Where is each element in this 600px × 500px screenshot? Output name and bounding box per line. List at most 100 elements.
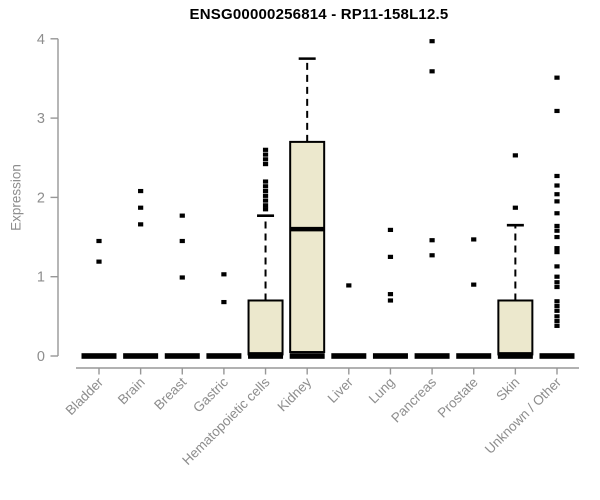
- outlier-point: [429, 69, 435, 74]
- box-prostate: [456, 237, 492, 359]
- outlier-point: [387, 254, 394, 259]
- outlier-point: [387, 227, 394, 233]
- outlier-point: [554, 280, 560, 285]
- zero-bar: [372, 353, 408, 359]
- outlier-point: [262, 147, 269, 152]
- y-axis: 0 1 2 3 4: [37, 32, 59, 365]
- zero-bar: [81, 353, 117, 359]
- outlier-point: [429, 238, 435, 243]
- box-gastric: [206, 272, 242, 359]
- outlier-point: [554, 323, 560, 328]
- zero-bar: [123, 353, 159, 359]
- outlier-point: [138, 188, 144, 194]
- outlier-point: [429, 39, 435, 44]
- outlier-point: [262, 184, 269, 189]
- outlier-point: [262, 161, 269, 167]
- x-tick-label-bladder: Bladder: [63, 374, 107, 418]
- outlier-point: [554, 250, 560, 255]
- zero-bar: [414, 353, 450, 359]
- y-tick-label: 4: [37, 32, 45, 48]
- x-tick-label-unknown-other: Unknown / Other: [482, 374, 565, 457]
- zero-bar: [289, 353, 325, 359]
- outlier-point: [262, 198, 269, 203]
- zero-bar: [539, 353, 575, 359]
- outlier-point: [262, 207, 269, 212]
- outlier-point: [138, 205, 144, 210]
- y-tick-label: 1: [37, 270, 45, 286]
- outlier-point: [554, 223, 560, 229]
- chart-title: ENSG00000256814 - RP11-158L12.5: [189, 6, 449, 23]
- zero-bar: [456, 353, 492, 359]
- outlier-point: [512, 153, 518, 158]
- x-tick-label-breast: Breast: [151, 374, 189, 412]
- outlier-point: [554, 303, 560, 309]
- outlier-point: [554, 75, 560, 80]
- outlier-point: [262, 193, 269, 198]
- outlier-point: [96, 238, 102, 244]
- outlier-point: [554, 211, 560, 216]
- box-brain: [123, 188, 159, 359]
- outlier-point: [96, 259, 102, 264]
- outlier-point: [179, 238, 185, 244]
- box-liver: [331, 283, 367, 359]
- box-hematopoietic-cells: [247, 147, 284, 359]
- outlier-point: [554, 192, 560, 197]
- outlier-point: [554, 234, 560, 240]
- y-tick-label: 3: [37, 111, 45, 127]
- outlier-point: [262, 179, 269, 184]
- x-tick-label-lung: Lung: [366, 375, 398, 407]
- x-tick-label-liver: Liver: [325, 374, 357, 406]
- outlier-point: [554, 228, 560, 233]
- outlier-point: [221, 299, 227, 305]
- outlier-point: [554, 274, 560, 279]
- outlier-point: [387, 292, 394, 297]
- outlier-point: [471, 282, 477, 287]
- zero-bar: [164, 353, 200, 359]
- outlier-point: [554, 264, 560, 269]
- outlier-point: [554, 299, 560, 304]
- x-tick-label-pancreas: Pancreas: [388, 374, 439, 425]
- y-tick-label: 2: [37, 190, 45, 206]
- box-bladder: [81, 238, 117, 359]
- outlier-point: [429, 253, 435, 258]
- outlier-point: [554, 173, 560, 179]
- box-lung: [372, 227, 408, 359]
- outlier-point: [262, 203, 269, 208]
- x-tick-label-brain: Brain: [115, 375, 148, 408]
- box-breast: [164, 213, 200, 359]
- y-tick-label: 0: [37, 349, 45, 365]
- box-kidney: [289, 57, 326, 359]
- outlier-point: [346, 283, 352, 288]
- outlier-point: [221, 272, 227, 277]
- outlier-point: [179, 275, 185, 280]
- outlier-point: [554, 183, 560, 188]
- outlier-point: [554, 108, 560, 114]
- box-pancreas: [414, 39, 450, 359]
- outlier-point: [387, 298, 394, 303]
- outlier-point: [262, 152, 269, 157]
- box-unknown-other: [539, 75, 575, 359]
- outlier-point: [554, 246, 560, 251]
- outlier-point: [179, 213, 185, 218]
- outlier-point: [262, 157, 269, 162]
- outlier-point: [554, 314, 560, 319]
- outlier-point: [554, 284, 560, 290]
- outlier-point: [262, 188, 269, 194]
- x-tick-label-prostate: Prostate: [435, 375, 481, 421]
- zero-bar: [497, 353, 533, 359]
- outlier-point: [471, 237, 477, 242]
- outlier-point: [554, 308, 560, 313]
- x-tick-label-skin: Skin: [493, 375, 522, 404]
- zero-bar: [331, 353, 367, 359]
- x-tick-label-kidney: Kidney: [275, 374, 315, 414]
- outlier-point: [554, 199, 560, 204]
- box-skin: [497, 153, 534, 359]
- outlier-point: [554, 319, 560, 324]
- zero-bar: [206, 353, 242, 359]
- outlier-point: [512, 205, 518, 210]
- outlier-point: [138, 222, 144, 227]
- x-tick-label-gastric: Gastric: [190, 374, 231, 415]
